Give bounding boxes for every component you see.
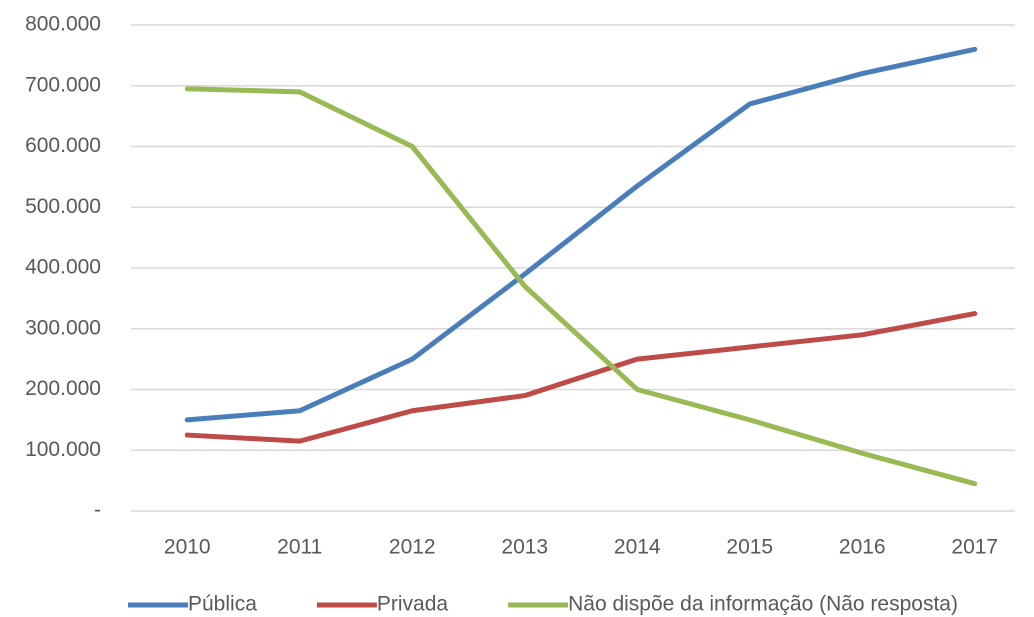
legend-label: Pública [188,593,257,616]
y-tick-label: 100.000 [25,438,101,461]
y-tick-label: 700.000 [25,73,101,96]
x-tick-label: 2010 [164,536,211,559]
legend-label: Privada [377,593,449,616]
x-tick-label: 2016 [839,536,886,559]
x-tick-label: 2013 [501,536,548,559]
y-tick-label: - [94,499,101,522]
y-tick-label: 600.000 [25,134,101,157]
x-tick-label: 2012 [389,536,436,559]
y-tick-label: 200.000 [25,377,101,400]
y-tick-label: 400.000 [25,256,101,279]
x-tick-label: 2014 [614,536,661,559]
series-line [184,46,978,423]
y-tick-label: 300.000 [25,316,101,339]
x-tick-label: 2015 [726,536,773,559]
y-tick-label: 500.000 [25,195,101,218]
series-line [184,86,978,487]
series-line [184,311,978,444]
x-tick-label: 2017 [951,536,998,559]
y-tick-label: 800.000 [25,13,101,36]
x-tick-label: 2011 [277,536,322,559]
legend-label: Não dispõe da informação (Não resposta) [568,593,958,616]
